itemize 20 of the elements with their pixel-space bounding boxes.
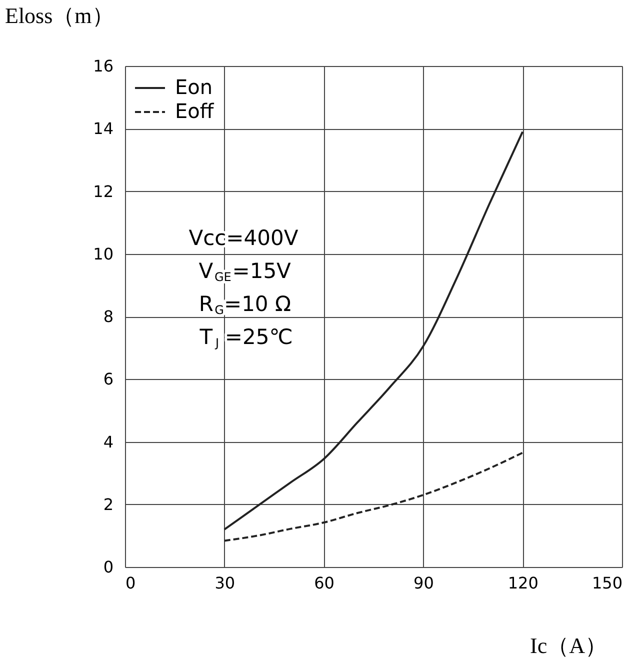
x-axis-title: Ic（A）: [530, 633, 607, 658]
x-tick-label: 90: [414, 574, 434, 592]
x-tick-label: 120: [508, 574, 538, 592]
y-tick-label: 10: [93, 244, 114, 264]
line-series: [223, 452, 524, 542]
legend-label: Eon: [175, 75, 213, 99]
y-tick-label: 14: [93, 119, 114, 138]
x-tick-label: 30: [214, 574, 236, 592]
y-tick-label: 16: [93, 56, 114, 76]
y-tick-label: 6: [103, 370, 114, 389]
y-tick-label: 2: [103, 494, 114, 514]
y-tick-label: 12: [93, 182, 114, 201]
x-tick-label: 60: [314, 574, 334, 592]
y-tick-label: 0: [103, 558, 114, 576]
x-tick-label: 150: [592, 574, 622, 592]
y-tick-label: 8: [103, 307, 114, 326]
y-axis-title: Eloss（m）: [5, 3, 114, 28]
y-tick-label: 4: [103, 432, 114, 452]
x-tick-label: 0: [126, 574, 136, 592]
legend-label: Eoff: [175, 99, 215, 123]
